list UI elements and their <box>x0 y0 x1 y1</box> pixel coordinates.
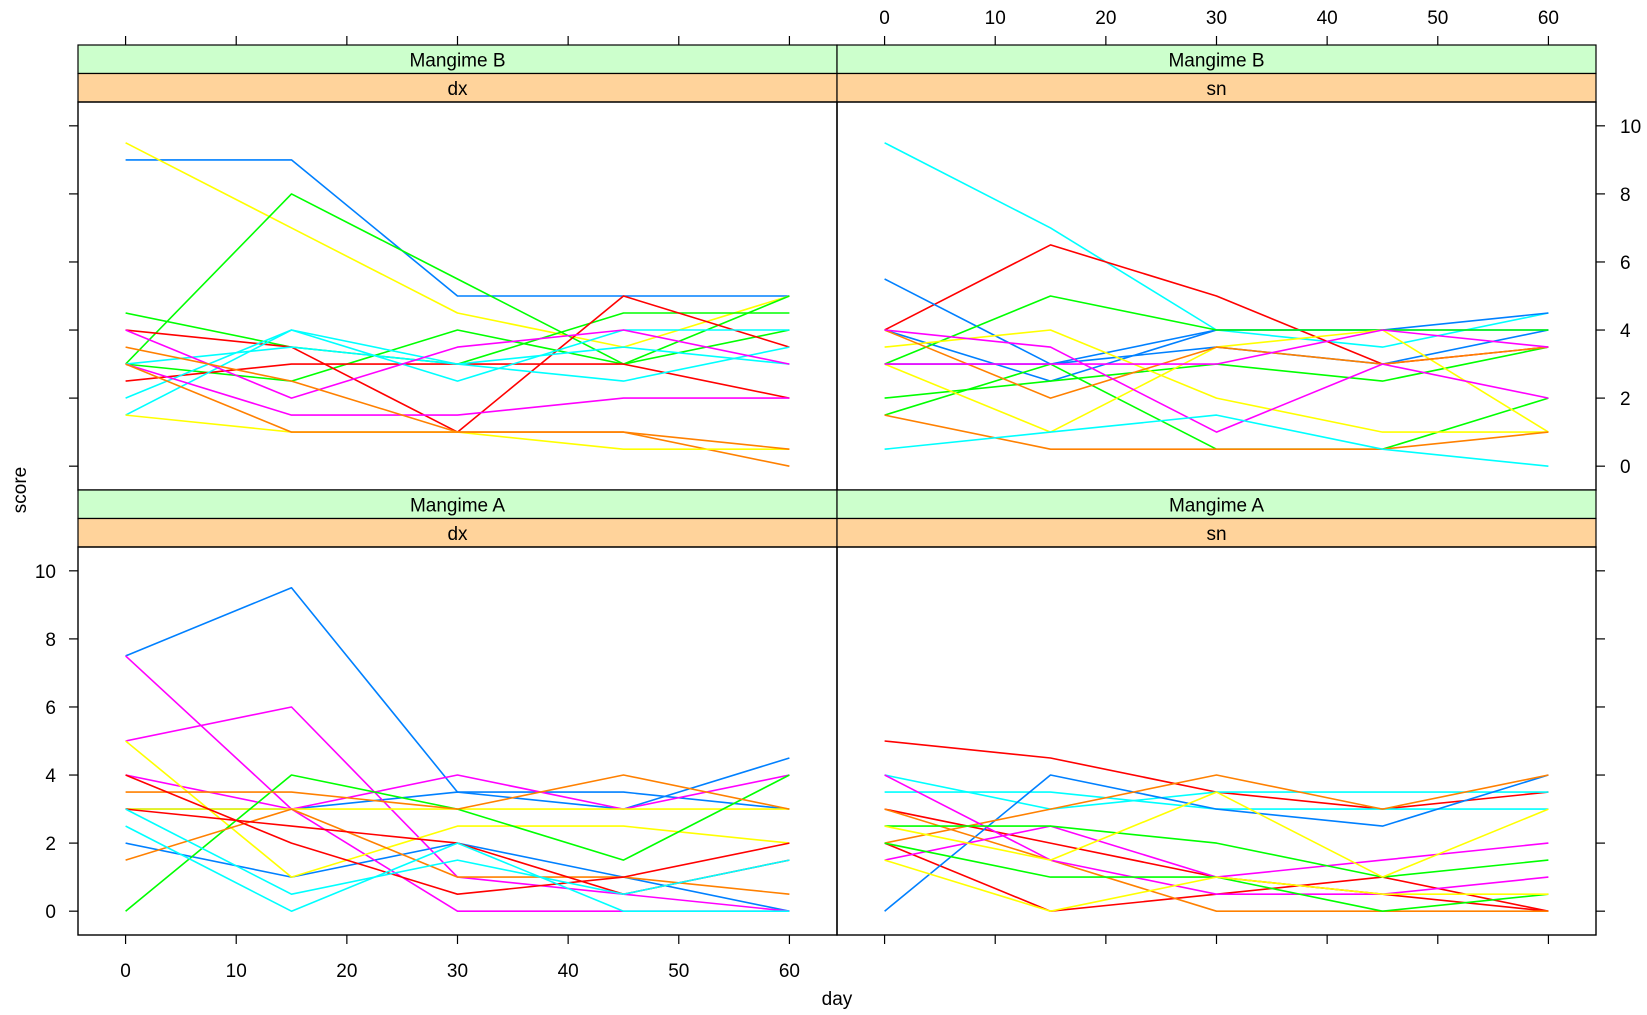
series-line <box>125 346 790 467</box>
x-tick-label-bottom: 20 <box>336 961 357 982</box>
strip-outer-label: Mangime A <box>410 495 505 516</box>
series-line <box>884 859 1549 913</box>
x-tick-label-bottom: 0 <box>120 961 131 982</box>
series-line <box>884 774 1549 896</box>
y-tick-label-right: 6 <box>1620 253 1631 274</box>
y-tick-label-left: 0 <box>45 902 56 923</box>
y-tick-label-right: 4 <box>1620 321 1631 342</box>
panel-B-dx: Mangime B dx <box>77 44 838 491</box>
x-tick-label-bottom: 30 <box>447 961 468 982</box>
series-line <box>884 363 1549 451</box>
series-line <box>125 193 790 365</box>
y-tick-label-right: 0 <box>1620 457 1631 478</box>
series-line <box>125 825 790 913</box>
series-line <box>884 142 1549 348</box>
series-line <box>125 774 790 810</box>
panel-B-sn: Mangime B sn <box>836 44 1597 491</box>
strip-inner-label: dx <box>447 79 468 100</box>
y-tick-label-left: 8 <box>45 630 56 651</box>
series-line <box>125 586 790 810</box>
panel-A-sn: Mangime A sn <box>836 489 1597 936</box>
series-line <box>884 244 1549 365</box>
series-group <box>884 142 1549 467</box>
strip-outer-bg <box>836 489 1597 520</box>
series-line <box>884 278 1549 365</box>
strip-inner-label: dx <box>447 524 468 545</box>
series-line <box>884 791 1549 878</box>
x-tick-label-top: 40 <box>1317 8 1338 29</box>
strip-inner-bg <box>77 72 838 103</box>
series-line <box>884 414 1549 467</box>
series-line <box>884 329 1549 382</box>
strip-inner-label: sn <box>1206 79 1226 100</box>
x-tick-label-top: 30 <box>1206 8 1227 29</box>
series-line <box>125 363 790 416</box>
series-line <box>884 808 1549 913</box>
strip-outer-label: Mangime A <box>1169 495 1264 516</box>
x-tick-label-bottom: 40 <box>558 961 579 982</box>
y-tick-label-right: 2 <box>1620 389 1631 410</box>
strip-inner-label: sn <box>1206 524 1226 545</box>
series-line <box>884 329 1549 433</box>
x-tick-label-top: 0 <box>879 8 890 29</box>
series-line <box>884 825 1549 878</box>
series-line <box>125 655 790 913</box>
strip-outer-label: Mangime B <box>409 50 505 71</box>
series-line <box>884 295 1549 365</box>
x-tick-label-bottom: 10 <box>226 961 247 982</box>
x-tick-label-bottom: 60 <box>779 961 800 982</box>
strip-inner-bg <box>836 517 1597 548</box>
series-line <box>125 329 790 399</box>
strip-outer-bg <box>77 44 838 75</box>
y-tick-label-left: 10 <box>35 562 56 583</box>
x-tick-label-top: 20 <box>1095 8 1116 29</box>
series-line <box>884 346 1549 399</box>
series-group <box>884 740 1549 913</box>
axes-layer: 0 10 20 30 40 50 60 0 10 20 30 40 50 60 0 2 4 6 8 10 0 2 4 6 8 10 <box>35 8 1641 982</box>
series-line <box>884 825 1549 878</box>
panel-A-dx: Mangime A dx <box>77 489 838 936</box>
series-line <box>125 757 790 810</box>
strip-inner-bg <box>77 517 838 548</box>
strip-inner-bg <box>836 72 1597 103</box>
series-group <box>125 586 790 913</box>
x-tick-label-top: 10 <box>985 8 1006 29</box>
y-tick-label-left: 2 <box>45 834 56 855</box>
x-tick-label-bottom: 50 <box>668 961 689 982</box>
series-line <box>884 808 1549 912</box>
series-line <box>125 363 790 450</box>
series-line <box>884 329 1549 433</box>
y-tick-label-left: 4 <box>45 766 56 787</box>
y-axis-title: score <box>10 467 31 513</box>
strip-outer-label: Mangime B <box>1168 50 1264 71</box>
series-line <box>884 329 1549 365</box>
y-tick-label-right: 10 <box>1620 117 1641 138</box>
series-line <box>125 159 790 297</box>
series-line <box>884 329 1549 399</box>
y-tick-label-right: 8 <box>1620 185 1631 206</box>
series-line <box>884 774 1549 844</box>
series-line <box>125 346 790 382</box>
series-line <box>125 808 790 896</box>
x-axis-title: day <box>822 989 853 1010</box>
series-line <box>884 329 1549 433</box>
series-line <box>125 329 790 416</box>
x-tick-label-top: 50 <box>1427 8 1448 29</box>
strip-outer-bg <box>77 489 838 520</box>
x-tick-label-top: 60 <box>1538 8 1559 29</box>
y-tick-label-left: 6 <box>45 698 56 719</box>
series-line <box>125 774 790 810</box>
series-group <box>125 142 790 467</box>
